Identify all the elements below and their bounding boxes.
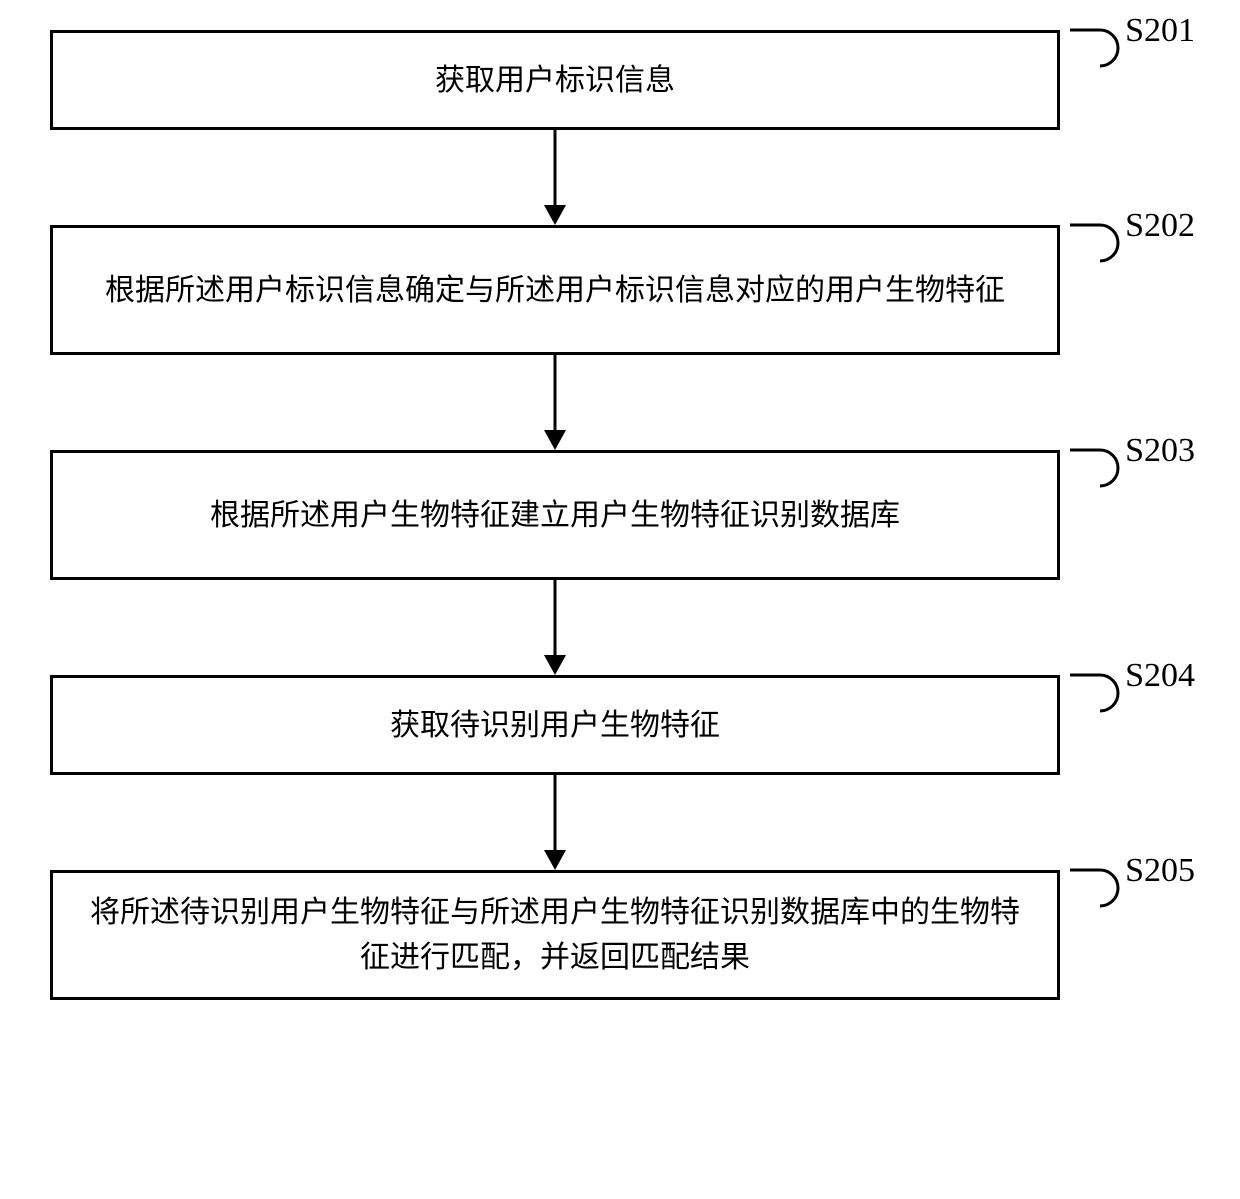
label-hook-icon <box>1070 858 1130 908</box>
flow-step: 根据所述用户生物特征建立用户生物特征识别数据库 S203 <box>50 450 1190 580</box>
flow-arrow <box>50 580 1060 675</box>
step-label: S201 <box>1125 12 1195 50</box>
flow-step: 将所述待识别用户生物特征与所述用户生物特征识别数据库中的生物特征进行匹配，并返回… <box>50 870 1190 1000</box>
flowchart-container: 获取用户标识信息 S201 根据所述用户标识信息确定与所述用户标识信息对应的用户… <box>50 30 1190 1000</box>
step-text: 将所述待识别用户生物特征与所述用户生物特征识别数据库中的生物特征进行匹配，并返回… <box>83 890 1027 980</box>
step-text: 根据所述用户生物特征建立用户生物特征识别数据库 <box>210 493 900 538</box>
step-label: S204 <box>1125 657 1195 695</box>
flow-arrow <box>50 775 1060 870</box>
step-box-s203: 根据所述用户生物特征建立用户生物特征识别数据库 <box>50 450 1060 580</box>
step-text: 获取待识别用户生物特征 <box>390 703 720 748</box>
flow-arrow <box>50 355 1060 450</box>
step-box-s201: 获取用户标识信息 <box>50 30 1060 130</box>
step-text: 获取用户标识信息 <box>435 58 675 103</box>
step-label: S202 <box>1125 207 1195 245</box>
step-text: 根据所述用户标识信息确定与所述用户标识信息对应的用户生物特征 <box>105 268 1005 313</box>
step-label: S205 <box>1125 852 1195 890</box>
flow-arrow <box>50 130 1060 225</box>
step-box-s205: 将所述待识别用户生物特征与所述用户生物特征识别数据库中的生物特征进行匹配，并返回… <box>50 870 1060 1000</box>
label-hook-icon <box>1070 18 1130 68</box>
flow-step: 根据所述用户标识信息确定与所述用户标识信息对应的用户生物特征 S202 <box>50 225 1190 355</box>
step-label: S203 <box>1125 432 1195 470</box>
label-hook-icon <box>1070 663 1130 713</box>
label-hook-icon <box>1070 213 1130 263</box>
step-box-s204: 获取待识别用户生物特征 <box>50 675 1060 775</box>
flow-step: 获取用户标识信息 S201 <box>50 30 1190 130</box>
step-box-s202: 根据所述用户标识信息确定与所述用户标识信息对应的用户生物特征 <box>50 225 1060 355</box>
flow-step: 获取待识别用户生物特征 S204 <box>50 675 1190 775</box>
label-hook-icon <box>1070 438 1130 488</box>
